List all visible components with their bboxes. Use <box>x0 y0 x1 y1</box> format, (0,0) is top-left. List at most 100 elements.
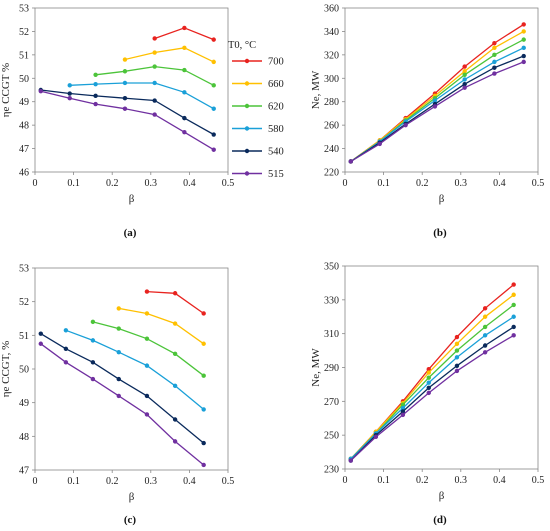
y-tick-label: 49 <box>19 97 29 108</box>
y-tick-label: 360 <box>324 4 339 15</box>
data-point <box>211 83 216 88</box>
series-515 <box>348 333 516 463</box>
data-point <box>521 37 526 42</box>
data-point <box>426 380 431 385</box>
data-point <box>521 45 526 51</box>
chart-panel-d: 0 0.1 0.2 0.3 0.4 0.5 230 250 270 290 310 330 350 β Ne… <box>310 262 544 527</box>
series-line <box>350 61 524 163</box>
y-tick-label: 51 <box>19 331 29 342</box>
y-tick-label: 290 <box>324 363 339 374</box>
data-point <box>152 64 157 69</box>
y-tick-label: 220 <box>324 168 339 179</box>
data-point <box>93 81 98 87</box>
data-point <box>201 407 206 412</box>
y-tick-label: 47 <box>19 144 29 155</box>
data-point <box>182 90 187 95</box>
x-tick-label: 0.4 <box>183 476 196 487</box>
data-point <box>432 104 438 109</box>
data-point <box>93 72 98 77</box>
y-tick-label: 50 <box>19 74 29 85</box>
data-point <box>521 29 526 34</box>
data-point <box>373 434 379 440</box>
y-tick-label: 48 <box>19 121 29 132</box>
data-point <box>172 291 178 296</box>
data-point <box>462 85 467 90</box>
series-line <box>65 329 205 410</box>
legend-entry: 700 <box>232 57 284 68</box>
x-axis-label: β <box>439 490 445 502</box>
legend-label: 620 <box>268 102 284 113</box>
legend-marker <box>244 81 250 86</box>
data-point <box>93 93 98 99</box>
data-point <box>201 311 206 316</box>
series-515 <box>38 341 206 468</box>
data-point <box>122 96 128 101</box>
data-point <box>38 88 43 94</box>
x-tick-label: 0.5 <box>222 178 235 189</box>
data-point <box>426 366 431 372</box>
data-point <box>482 314 488 319</box>
data-point <box>144 412 150 417</box>
series-line <box>350 334 515 461</box>
data-point <box>511 302 516 308</box>
data-point <box>90 360 96 365</box>
x-tick-label: 0.4 <box>493 475 506 486</box>
data-point <box>172 321 178 326</box>
data-point <box>521 53 526 59</box>
legend-label: 660 <box>268 79 284 90</box>
y-tick-label: 230 <box>324 465 339 476</box>
data-point <box>454 334 460 340</box>
series-660 <box>122 45 216 65</box>
x-tick-label: 0.3 <box>455 475 468 486</box>
legend: T0, °C 700 660 620 580 540 515 <box>228 40 284 180</box>
y-tick-label: 250 <box>324 431 339 442</box>
x-tick-label: 0.1 <box>377 475 390 486</box>
series-620 <box>93 64 216 88</box>
x-tick-label: 0.5 <box>532 178 545 189</box>
x-axis-label: β <box>129 491 135 503</box>
data-point <box>462 69 467 74</box>
y-tick-label: 52 <box>19 297 29 308</box>
series-line <box>92 321 205 377</box>
y-tick-label: 330 <box>324 295 339 306</box>
data-point <box>116 326 121 331</box>
data-point <box>432 98 438 103</box>
y-tick-label: 320 <box>324 50 339 61</box>
chart-panel-b: 0 0.1 0.2 0.3 0.4 0.5 220 240 260 280 300 320 340 360… <box>310 4 544 240</box>
data-point <box>152 98 157 103</box>
data-point <box>482 324 488 330</box>
data-point <box>122 69 128 74</box>
y-tick-label: 47 <box>19 466 29 477</box>
legend-entry: 580 <box>232 124 284 135</box>
data-point <box>90 376 96 382</box>
data-point <box>182 25 187 31</box>
data-point <box>482 306 488 311</box>
y-axis-label: ηe CCGT, % <box>0 341 12 398</box>
data-point <box>426 385 431 390</box>
data-point <box>511 333 516 338</box>
data-point <box>38 341 43 346</box>
data-point <box>152 50 157 55</box>
data-point <box>492 71 497 76</box>
data-point <box>348 159 353 164</box>
data-point <box>144 311 150 316</box>
panel-label: (d) <box>433 514 447 526</box>
y-tick-label: 240 <box>324 144 339 155</box>
legend-marker <box>244 148 250 154</box>
data-point <box>400 402 406 407</box>
data-point <box>211 147 216 152</box>
data-point <box>211 106 216 111</box>
data-point <box>144 393 150 399</box>
data-point <box>492 40 497 46</box>
x-tick-label: 0 <box>33 476 38 487</box>
data-point <box>492 65 497 70</box>
data-point <box>67 91 72 96</box>
chart-panel-c: 0 0.1 0.2 0.3 0.4 0.5 47 48 49 50 51 52 53 β ηe CCGT, … <box>0 264 234 527</box>
data-point <box>201 462 206 468</box>
y-axis-label: Ne, MW <box>310 348 322 387</box>
x-tick-label: 0.5 <box>222 476 235 487</box>
data-point <box>454 341 460 347</box>
data-point <box>454 363 460 369</box>
x-tick-label: 0 <box>343 475 348 486</box>
